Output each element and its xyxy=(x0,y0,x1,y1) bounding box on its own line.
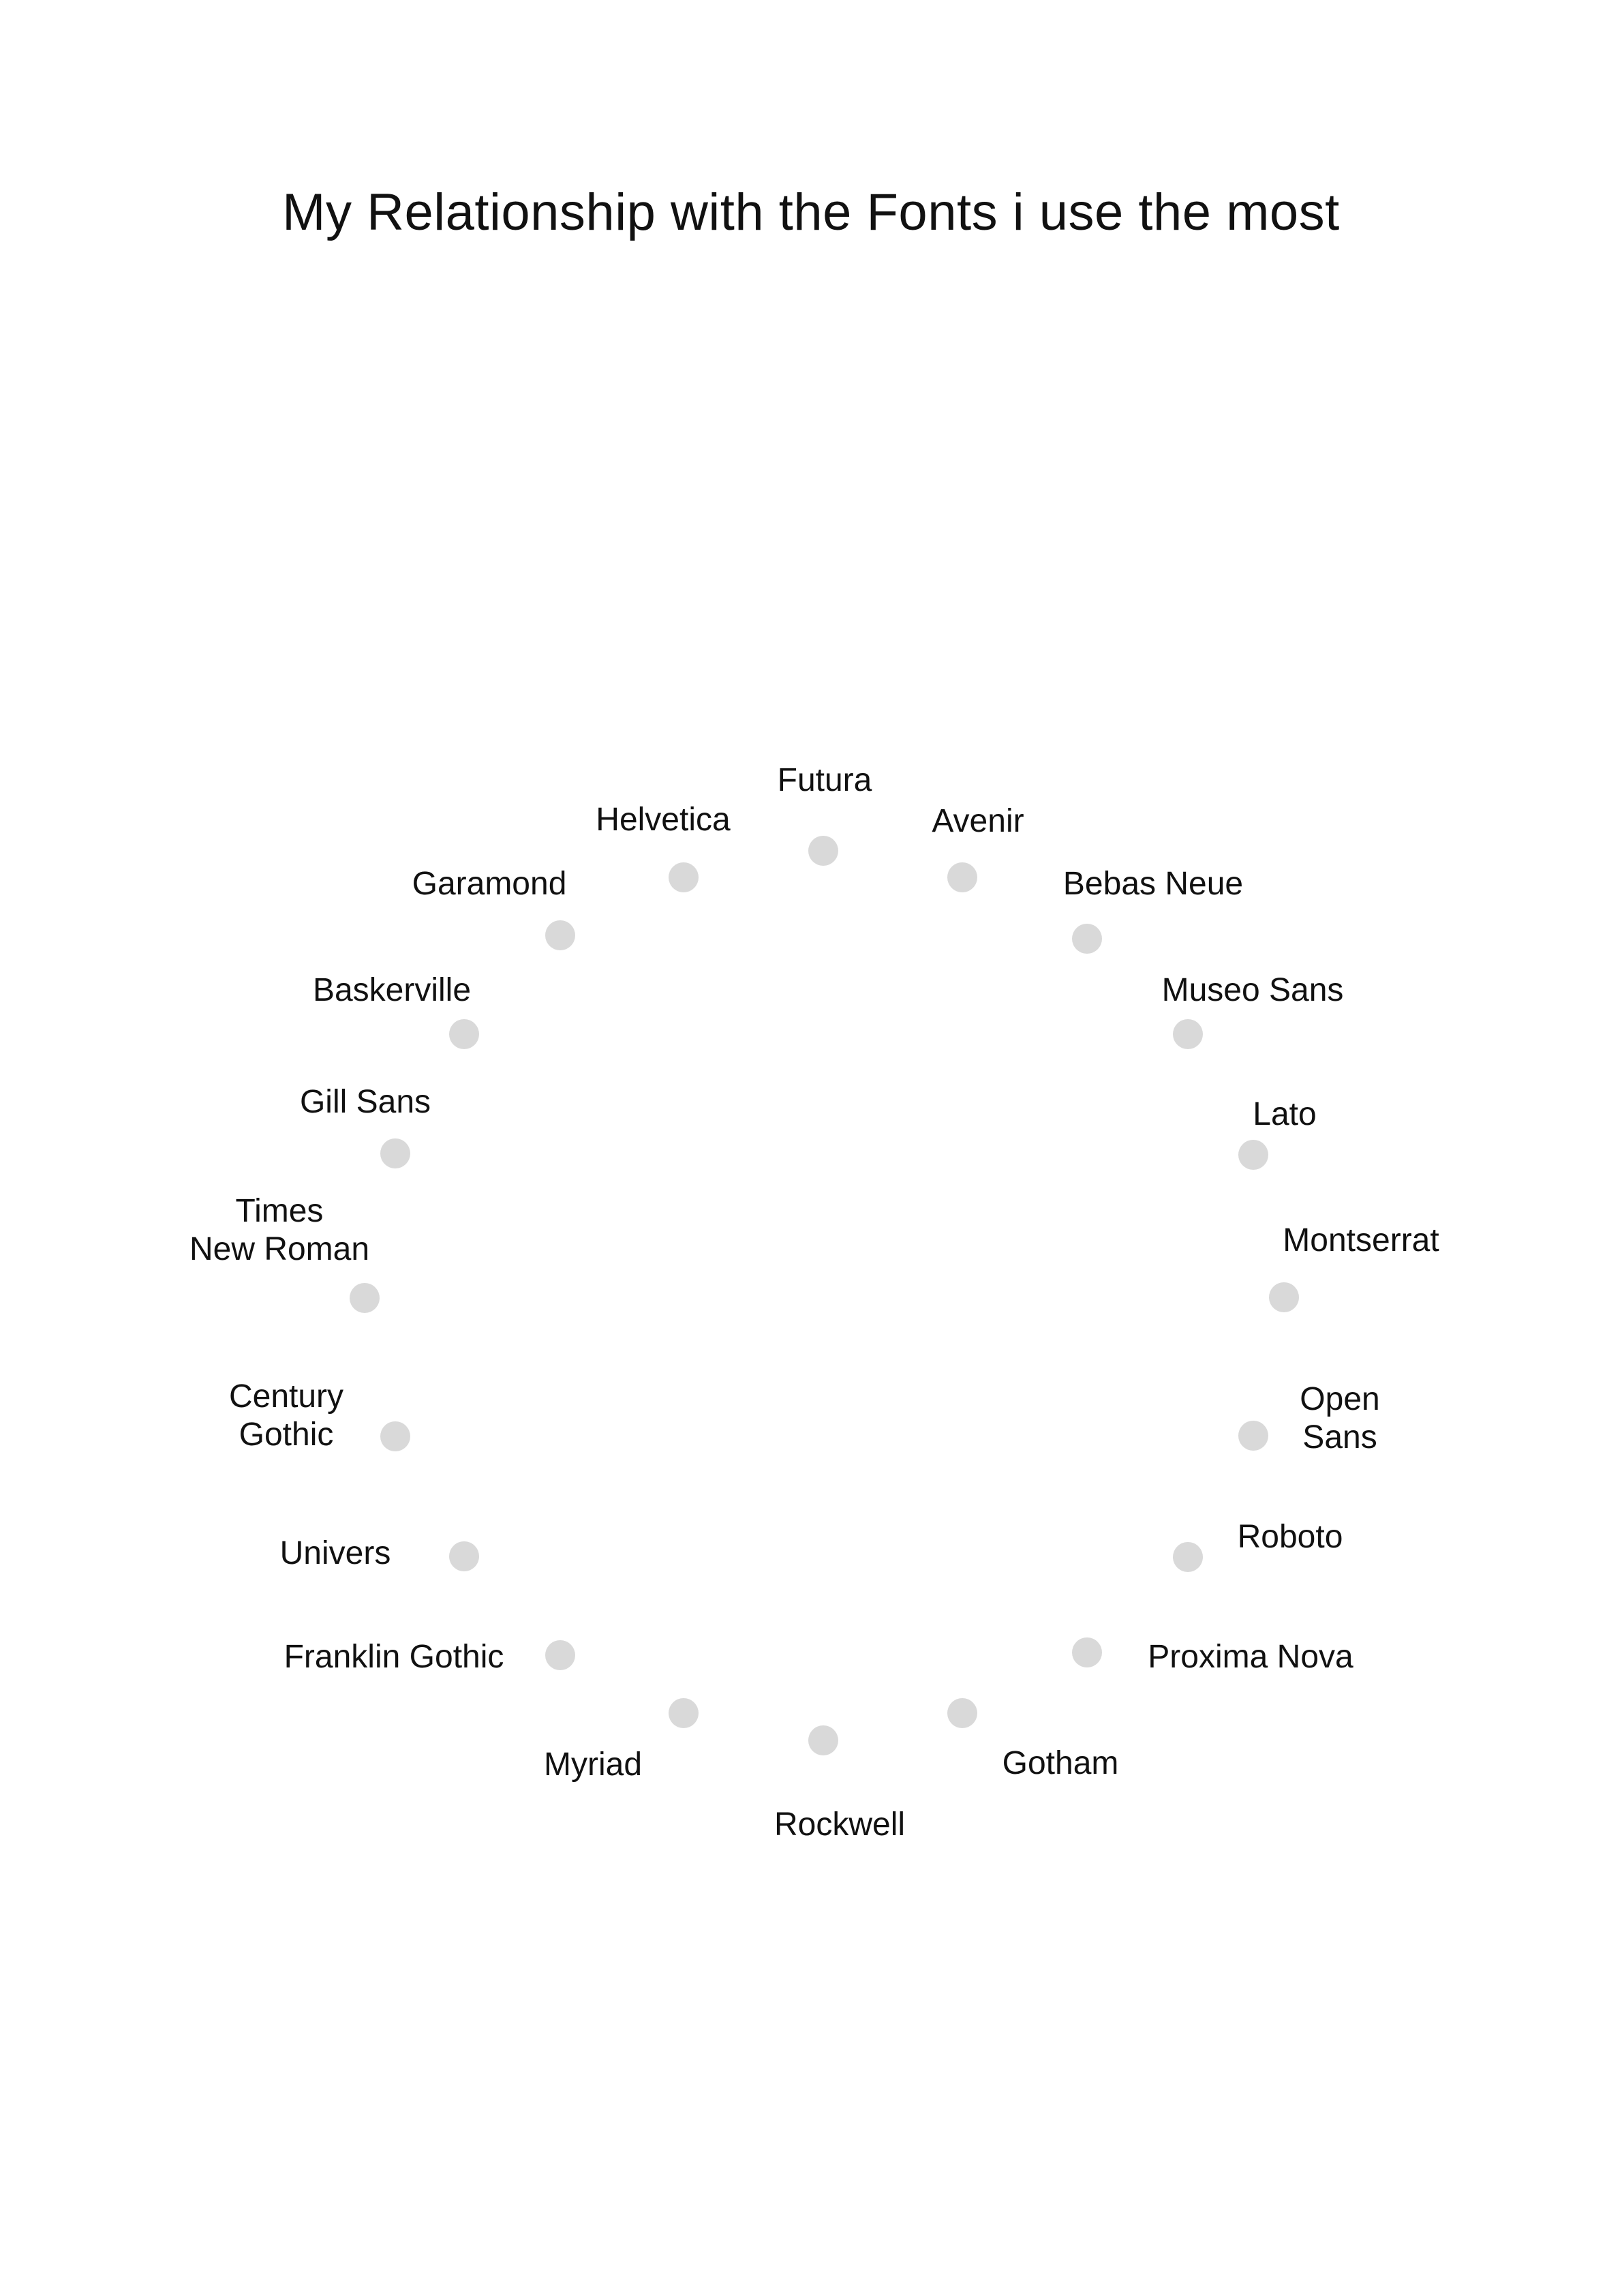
node-label-avenir: Avenir xyxy=(932,803,1024,839)
node-dot-lato xyxy=(1238,1140,1268,1170)
node-label-montserrat: Montserrat xyxy=(1283,1222,1439,1258)
node-dot-avenir xyxy=(947,862,977,892)
node-dot-century-gothic xyxy=(380,1421,410,1451)
node-label-line: Times xyxy=(236,1193,324,1229)
node-dot-roboto xyxy=(1173,1542,1203,1572)
node-dot-times-new-roman xyxy=(350,1283,380,1313)
node-label-myriad: Myriad xyxy=(544,1747,642,1783)
node-dot-bebas-neue xyxy=(1072,924,1102,954)
node-dot-montserrat xyxy=(1269,1282,1299,1312)
node-dot-garamond xyxy=(545,920,575,950)
node-label-lato: Lato xyxy=(1253,1096,1316,1132)
node-label-line: Bebas Neue xyxy=(1063,866,1243,902)
node-label-line: Open xyxy=(1300,1381,1379,1417)
node-label-bebas-neue: Bebas Neue xyxy=(1063,866,1243,902)
node-label-univers: Univers xyxy=(280,1535,391,1571)
node-label-line: Sans xyxy=(1302,1419,1377,1455)
node-dot-rockwell xyxy=(808,1725,838,1755)
node-label-line: Futura xyxy=(778,762,872,798)
node-label-times-new-roman: Times New Roman xyxy=(189,1193,369,1267)
node-label-roboto: Roboto xyxy=(1238,1519,1343,1555)
node-label-century-gothic: Century Gothic xyxy=(229,1378,343,1453)
node-label-line: Century xyxy=(229,1378,343,1415)
node-label-line: Roboto xyxy=(1238,1519,1343,1555)
node-label-line: New Roman xyxy=(189,1231,369,1267)
node-label-line: Baskerville xyxy=(313,972,471,1008)
node-label-line: Avenir xyxy=(932,803,1024,839)
node-label-line: Rockwell xyxy=(774,1807,905,1843)
node-label-line: Gotham xyxy=(1003,1745,1119,1781)
node-label-gill-sans: Gill Sans xyxy=(300,1084,431,1120)
node-dot-gill-sans xyxy=(380,1138,410,1168)
node-dot-myriad xyxy=(669,1698,699,1728)
page-title: My Relationship with the Fonts i use the… xyxy=(282,183,1340,241)
node-label-franklin-gothic: Franklin Gothic xyxy=(284,1639,504,1675)
node-dot-open-sans xyxy=(1238,1421,1268,1451)
node-label-line: Gothic xyxy=(239,1417,334,1453)
node-dot-helvetica xyxy=(669,862,699,892)
node-label-line: Gill Sans xyxy=(300,1084,431,1120)
node-label-rockwell: Rockwell xyxy=(774,1807,905,1843)
node-label-futura: Futura xyxy=(778,762,872,798)
node-dot-univers xyxy=(449,1541,479,1571)
node-dot-proxima-nova xyxy=(1072,1637,1102,1667)
node-dot-futura xyxy=(808,836,838,866)
node-label-line: Myriad xyxy=(544,1747,642,1783)
node-label-line: Franklin Gothic xyxy=(284,1639,504,1675)
node-label-gotham: Gotham xyxy=(1003,1745,1119,1781)
node-label-line: Univers xyxy=(280,1535,391,1571)
node-dot-museo-sans xyxy=(1173,1019,1203,1049)
node-label-helvetica: Helvetica xyxy=(596,802,731,838)
node-dot-baskerville xyxy=(449,1019,479,1049)
node-label-garamond: Garamond xyxy=(412,866,567,902)
node-dot-franklin-gothic xyxy=(545,1640,575,1670)
node-label-line: Museo Sans xyxy=(1162,972,1344,1008)
node-label-museo-sans: Museo Sans xyxy=(1162,972,1344,1008)
node-label-open-sans: Open Sans xyxy=(1300,1381,1379,1455)
node-label-line: Proxima Nova xyxy=(1148,1639,1353,1675)
node-label-line: Helvetica xyxy=(596,802,731,838)
node-label-line: Garamond xyxy=(412,866,567,902)
node-label-line: Montserrat xyxy=(1283,1222,1439,1258)
node-label-baskerville: Baskerville xyxy=(313,972,471,1008)
node-label-line: Lato xyxy=(1253,1096,1316,1132)
node-dot-gotham xyxy=(947,1698,977,1728)
node-label-proxima-nova: Proxima Nova xyxy=(1148,1639,1353,1675)
